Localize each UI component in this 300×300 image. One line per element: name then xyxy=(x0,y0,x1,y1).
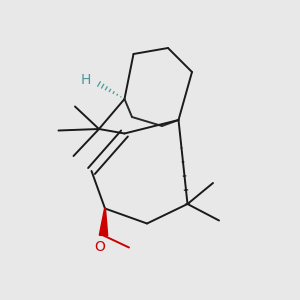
Text: H: H xyxy=(80,73,91,86)
Text: O: O xyxy=(94,240,105,254)
Polygon shape xyxy=(99,208,108,236)
